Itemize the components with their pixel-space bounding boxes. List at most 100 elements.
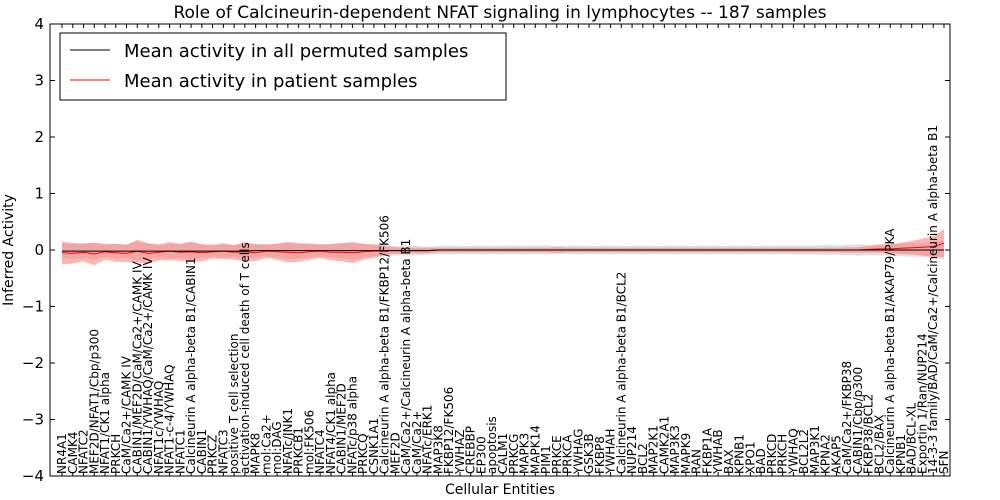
y-tick-label: −2 [22,354,44,372]
x-category-label: Calcineurin A alpha-beta B1/AKAP79/PKA [883,228,897,474]
x-category-label: NFAT4/CK1 alpha [324,372,338,474]
x-category-label: PRKCA [561,434,575,474]
x-category-label: BAD/BCL-XL [905,402,919,474]
x-category-label: CaM/Ca2+ [410,410,424,474]
series-line-0 [62,249,944,252]
x-category-label: apoptosis [485,416,499,474]
x-category-label: MAP2K1 [647,425,661,474]
x-category-label: MEF2D [388,432,402,474]
x-category-label: CALM1 [496,433,510,474]
y-tick-label: 2 [34,128,44,146]
y-tick-label: −4 [22,467,44,485]
x-category-label: YWHAG [571,428,585,475]
x-category-label: mol:FK506 [302,410,316,474]
x-category-label: PIM1 [539,445,553,474]
x-category-label: positive T cell selection [227,334,241,474]
x-category-label: BAD [754,448,768,474]
x-category-label: GSK3B [582,433,596,474]
x-category-label: MAPK14 [528,425,542,474]
x-category-label: MAP3K8 [432,425,446,474]
legend-label-permuted: Mean activity in all permuted samples [124,41,468,62]
x-category-label: NFATC3 [216,429,230,474]
x-category-label: KPNB1 [894,434,908,474]
x-category-label: PRKCB1 [292,427,306,474]
x-category-label: CAMK2A1 [657,416,671,474]
x-category-label: PRKCE [550,435,564,474]
plot-area [61,229,945,266]
x-category-label: activation-induced cell death of T cells [238,242,252,474]
x-category-label: CSNK1A1 [367,418,381,474]
x-category-label: BCL2/BAX [873,415,887,474]
x-category-label: PRKCQ [356,433,370,474]
y-tick-label: 4 [34,15,44,33]
x-category-label: MAPK3 [518,433,532,474]
x-category-label: CABIN1/Cbp/p300 [851,367,865,474]
x-category-label: FKBP38/BCL2 [862,394,876,474]
x-category-label: BCL2L2 [797,429,811,474]
x-category-label: mol:Ca2+ [259,414,273,474]
x-category-label: NUP214 [625,426,639,474]
x-category-label: YWHAQ [786,428,800,475]
x-category-label: FKBP12/FK506 [442,387,456,474]
x-category-label: CABIN1 [195,429,209,474]
x-category-label: BCL2 [636,443,650,474]
x-category-label: MAP3K3 [668,425,682,474]
x-category-label: MAPK8 [249,433,263,474]
x-category-label: CABIN1/MEF2D [335,383,349,474]
legend-box [59,32,507,101]
chart-title: Role of Calcineurin-dependent NFAT signa… [173,3,826,23]
x-category-label: PRKCD [765,434,779,474]
legend-label-patient: Mean activity in patient samples [124,71,418,92]
plot-frame [49,23,951,477]
x-category-label: NFATc/JNK1 [281,408,295,474]
x-category-label: Calcineurin A alpha-beta B1/FKBP12/FK506 [378,215,392,474]
x-category-label: NFAT1c/YWHAQ [152,381,166,474]
x-category-label: 14-3-3 family/BAD/CaM/Ca2+/Calcineurin A… [926,125,940,474]
x-category-label: MAPK9 [679,433,693,474]
x-category-label: YWHAB [711,429,725,475]
x-category-label: RAN [690,449,704,474]
x-category-label: KPNA2 [819,434,833,474]
x-category-label: CABIN1/MEF2D/CaM/Ca2+/CAMK IV [130,260,144,474]
y-axis-ticks: −4 −3 −2 −1 0 1 2 3 4 [22,15,950,485]
x-category-label: MEF2D/NFAT1/Cbp/p300 [87,329,101,474]
x-category-label: CABIN1/YWHAQ/CaM/Ca2+/CAMK IV [141,257,155,474]
x-category-label: PRKCH [109,434,123,474]
x-category-label: CREBBP [464,426,478,474]
x-category-label: SFN [937,451,951,475]
x-category-label: mol:DAG [270,421,284,474]
x-category-label: PRKCH [776,434,790,474]
x-category-label: PRKCG [507,434,521,474]
x-category-label: NFATC1 [173,429,187,474]
x-category-label: XPO1 [743,441,757,474]
x-category-label: NFAT1-c-4/YWHAQ [163,364,177,474]
x-category-label: PRKCZ [206,435,220,474]
x-category-label: NFATC4 [313,429,327,474]
x-category-label: NFAT1/CK1 alpha [98,372,112,474]
x-category-label: CaM/Ca2+/Calcineurin A alpha-beta B1 [399,239,413,474]
x-category-label: NFATc/p38 alpha [345,376,359,474]
x-category-label: Calcineurin A alpha-beta B1/CABIN1 [184,257,198,474]
x-category-label: YWHAH [604,429,618,475]
x-category-label: Calcineurin A alpha-beta B1/BCL2 [614,272,628,474]
y-axis-label: Inferred Activity [1,194,17,306]
x-axis-label: Cellular Entities [445,482,555,498]
x-category-label: MAP3K1 [808,425,822,474]
y-tick-label: 1 [34,185,44,203]
x-category-label: CaM/Ca2+/FKBP38 [840,361,854,474]
x-category-label: FKBP1A [700,427,714,474]
x-category-label: NFATc/ERK1 [421,405,435,474]
x-category-label: EP300 [475,436,489,474]
x-category-label: FKBP8 [593,436,607,474]
y-tick-label: 0 [34,241,44,259]
x-category-label: AKAP5 [829,435,843,474]
legend: Mean activity in all permuted samples Me… [59,32,507,101]
x-category-label: NFATC2 [77,429,91,474]
series-band-1 [62,229,944,266]
x-category-label: BAX [722,449,736,474]
y-tick-label: −1 [22,298,44,316]
x-category-label: YWHAZ [453,429,467,475]
y-tick-label: −3 [22,411,44,429]
x-category-label: CaM/Ca2+/CAMK IV [120,355,134,474]
